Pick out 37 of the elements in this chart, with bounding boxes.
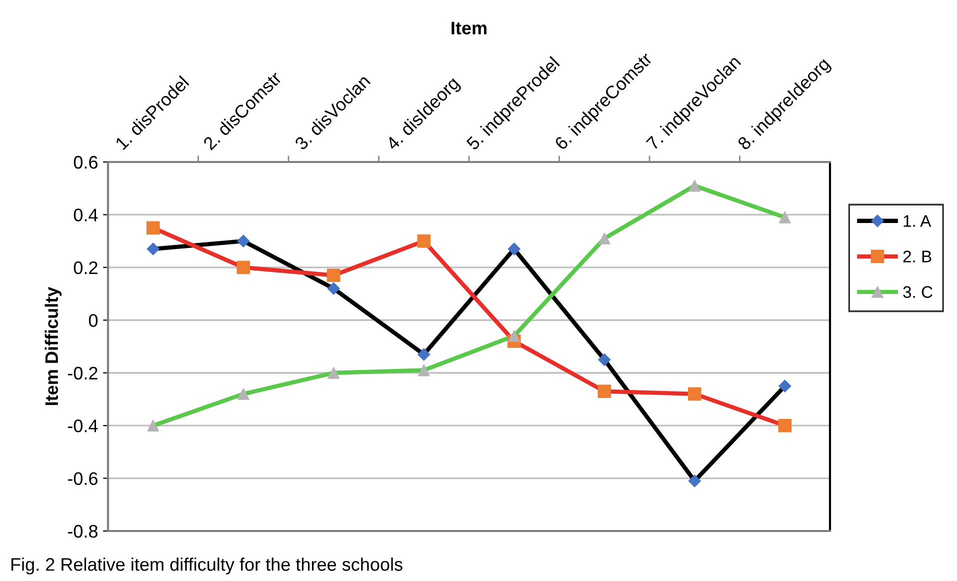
point	[236, 260, 250, 274]
point	[146, 242, 160, 256]
point	[598, 384, 612, 398]
point	[417, 234, 431, 248]
point	[147, 420, 160, 432]
y-tick-label: 0.2	[74, 261, 98, 274]
point	[328, 366, 340, 379]
y-tick-label: 0.6	[74, 156, 98, 169]
point	[688, 387, 702, 401]
y-tick-label: -0.8	[68, 524, 98, 538]
point	[778, 380, 792, 392]
point	[326, 268, 340, 282]
point	[237, 234, 250, 248]
point	[508, 330, 520, 342]
legend-label: 2. B	[903, 250, 932, 262]
legend-label: 1. A	[904, 215, 932, 227]
y-tick-label: -0.4	[68, 420, 98, 432]
point	[418, 348, 430, 361]
y-tick-label: 0	[88, 314, 98, 327]
y-tick-label: -0.6	[68, 472, 98, 486]
point	[598, 232, 610, 244]
y-tick-label: -0.2	[68, 366, 98, 380]
point	[327, 282, 340, 295]
y-axis-title: Item Difficulty	[44, 286, 62, 405]
legend-label: 3. C	[903, 286, 932, 298]
point	[146, 221, 160, 235]
point	[418, 364, 430, 376]
point	[688, 180, 701, 192]
point	[508, 242, 520, 256]
point	[688, 474, 701, 488]
point	[598, 353, 611, 366]
y-tick-label: 0.4	[74, 208, 98, 222]
caption: Fig. 2 Relative item difficulty for the three schools	[11, 558, 402, 574]
point	[778, 418, 792, 432]
x-axis-title: Item	[452, 22, 486, 34]
point	[237, 388, 250, 400]
point	[778, 211, 791, 224]
